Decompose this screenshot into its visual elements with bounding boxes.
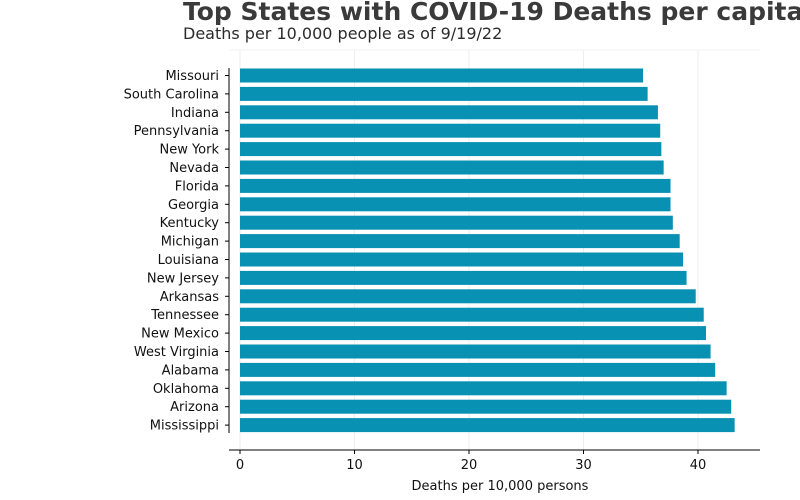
- bar: [240, 418, 735, 433]
- bar: [240, 68, 644, 83]
- bar: [240, 307, 704, 322]
- x-tick-label: 0: [236, 458, 244, 473]
- category-label: New Jersey: [147, 271, 219, 286]
- bar: [240, 123, 661, 138]
- x-axis-label: Deaths per 10,000 persons: [412, 479, 589, 494]
- category-label: Pennsylvania: [134, 124, 219, 139]
- x-tick-label: 10: [346, 458, 363, 473]
- x-axis-ticks: 0 10 20 30 40: [236, 450, 706, 473]
- chart-subtitle: Deaths per 10,000 people as of 9/19/22: [183, 24, 502, 43]
- bar: [240, 142, 662, 157]
- bar: [240, 362, 716, 377]
- x-tick-label: 30: [575, 458, 592, 473]
- bar: [240, 381, 727, 396]
- category-label: Alabama: [162, 363, 219, 378]
- bar: [240, 215, 673, 230]
- category-label: Tennessee: [150, 308, 219, 323]
- category-label: Indiana: [171, 106, 219, 121]
- bars: [240, 68, 735, 433]
- bar: [240, 160, 664, 175]
- bar: [240, 86, 648, 101]
- bar: [240, 289, 696, 304]
- x-tick-label: 40: [690, 458, 707, 473]
- category-label: Kentucky: [160, 216, 220, 231]
- category-label: Arizona: [170, 400, 219, 415]
- bar: [240, 105, 658, 120]
- category-label: Georgia: [168, 198, 219, 213]
- bar: [240, 326, 707, 341]
- category-label: Louisiana: [158, 253, 219, 268]
- chart-title: Top States with COVID-19 Deaths per capi…: [183, 0, 800, 26]
- bar: [240, 344, 711, 359]
- category-label: Michigan: [161, 235, 219, 250]
- x-tick-label: 20: [461, 458, 478, 473]
- bar: [240, 270, 687, 285]
- category-label: Missouri: [165, 69, 219, 84]
- category-label: New York: [159, 143, 219, 158]
- category-label: New Mexico: [141, 327, 219, 342]
- category-label: Oklahoma: [153, 382, 219, 397]
- bar: [240, 197, 671, 212]
- category-label: Mississippi: [150, 419, 219, 434]
- category-label: Florida: [175, 179, 219, 194]
- category-label: South Carolina: [124, 87, 219, 102]
- bar: [240, 399, 732, 414]
- category-label: Arkansas: [160, 290, 219, 305]
- bar: [240, 252, 684, 267]
- category-labels: Missouri South Carolina Indiana Pennsylvani…: [124, 69, 229, 434]
- category-label: Nevada: [169, 161, 219, 176]
- bar: [240, 178, 671, 193]
- category-label: West Virginia: [134, 345, 219, 360]
- bar: [240, 234, 680, 249]
